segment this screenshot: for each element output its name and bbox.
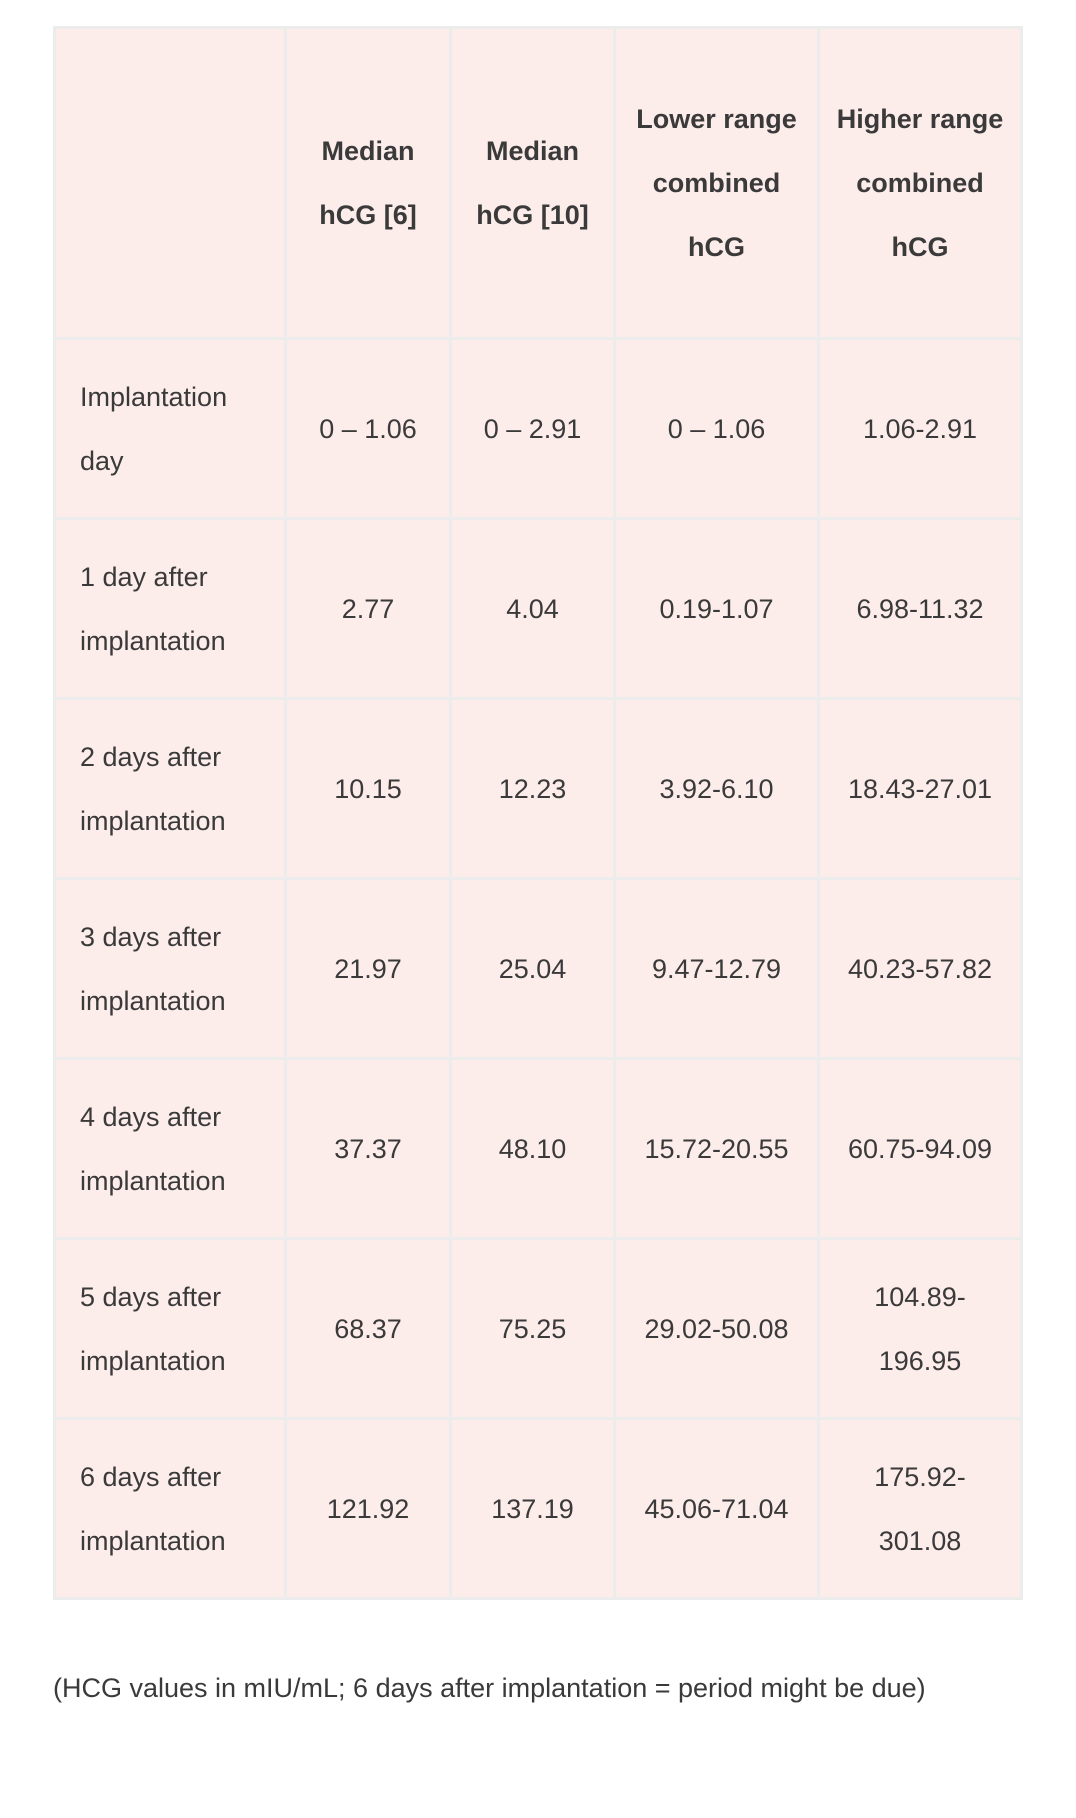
- header-cell: Higher range combined hCG: [817, 26, 1023, 340]
- value-cell: 121.92: [284, 1417, 452, 1600]
- table-row: 6 days after implantation 121.92 137.19 45.…: [53, 1417, 1023, 1600]
- value-cell: 37.37: [284, 1057, 452, 1240]
- row-label-cell: 4 days after implantation: [53, 1057, 287, 1240]
- value-cell: 104.89-196.95: [817, 1237, 1023, 1420]
- value-cell: 68.37: [284, 1237, 452, 1420]
- header-cell: Median hCG [6]: [284, 26, 452, 340]
- row-label-cell: 5 days after implantation: [53, 1237, 287, 1420]
- row-label-cell: 2 days after implantation: [53, 697, 287, 880]
- value-cell: 1.06-2.91: [817, 337, 1023, 520]
- row-label-cell: Implantation day: [53, 337, 287, 520]
- value-cell: 0 – 1.06: [613, 337, 820, 520]
- value-cell: 0.19-1.07: [613, 517, 820, 700]
- value-cell: 48.10: [449, 1057, 616, 1240]
- header-cell: Lower range combined hCG: [613, 26, 820, 340]
- table-caption: (HCG values in mIU/mL; 6 days after impl…: [53, 1673, 926, 1703]
- value-cell: 40.23-57.82: [817, 877, 1023, 1060]
- table-row: Implantation day 0 – 1.06 0 – 2.91 0 – 1.06…: [53, 337, 1023, 520]
- value-cell: 137.19: [449, 1417, 616, 1600]
- value-cell: 3.92-6.10: [613, 697, 820, 880]
- table-row: 3 days after implantation 21.97 25.04 9.47-…: [53, 877, 1023, 1060]
- value-cell: 15.72-20.55: [613, 1057, 820, 1240]
- value-cell: 29.02-50.08: [613, 1237, 820, 1420]
- value-cell: 9.47-12.79: [613, 877, 820, 1060]
- value-cell: 0 – 2.91: [449, 337, 616, 520]
- value-cell: 0 – 1.06: [284, 337, 452, 520]
- value-cell: 10.15: [284, 697, 452, 880]
- value-cell: 12.23: [449, 697, 616, 880]
- hcg-table: Median hCG [6] Median hCG [10] Lower ran…: [53, 26, 1023, 1600]
- value-cell: 175.92-301.08: [817, 1417, 1023, 1600]
- value-cell: 45.06-71.04: [613, 1417, 820, 1600]
- value-cell: 25.04: [449, 877, 616, 1060]
- header-cell: [53, 26, 287, 340]
- row-label-cell: 1 day after implantation: [53, 517, 287, 700]
- table-header-row: Median hCG [6] Median hCG [10] Lower ran…: [53, 26, 1023, 340]
- value-cell: 75.25: [449, 1237, 616, 1420]
- value-cell: 2.77: [284, 517, 452, 700]
- row-label-cell: 6 days after implantation: [53, 1417, 287, 1600]
- table-row: 2 days after implantation 10.15 12.23 3.92-…: [53, 697, 1023, 880]
- table-row: 1 day after implantation 2.77 4.04 0.19-1.0…: [53, 517, 1023, 700]
- row-label-cell: 3 days after implantation: [53, 877, 287, 1060]
- value-cell: 6.98-11.32: [817, 517, 1023, 700]
- value-cell: 18.43-27.01: [817, 697, 1023, 880]
- table-row: 5 days after implantation 68.37 75.25 29.02…: [53, 1237, 1023, 1420]
- value-cell: 4.04: [449, 517, 616, 700]
- table-row: 4 days after implantation 37.37 48.10 15.72…: [53, 1057, 1023, 1240]
- value-cell: 60.75-94.09: [817, 1057, 1023, 1240]
- header-cell: Median hCG [10]: [449, 26, 616, 340]
- value-cell: 21.97: [284, 877, 452, 1060]
